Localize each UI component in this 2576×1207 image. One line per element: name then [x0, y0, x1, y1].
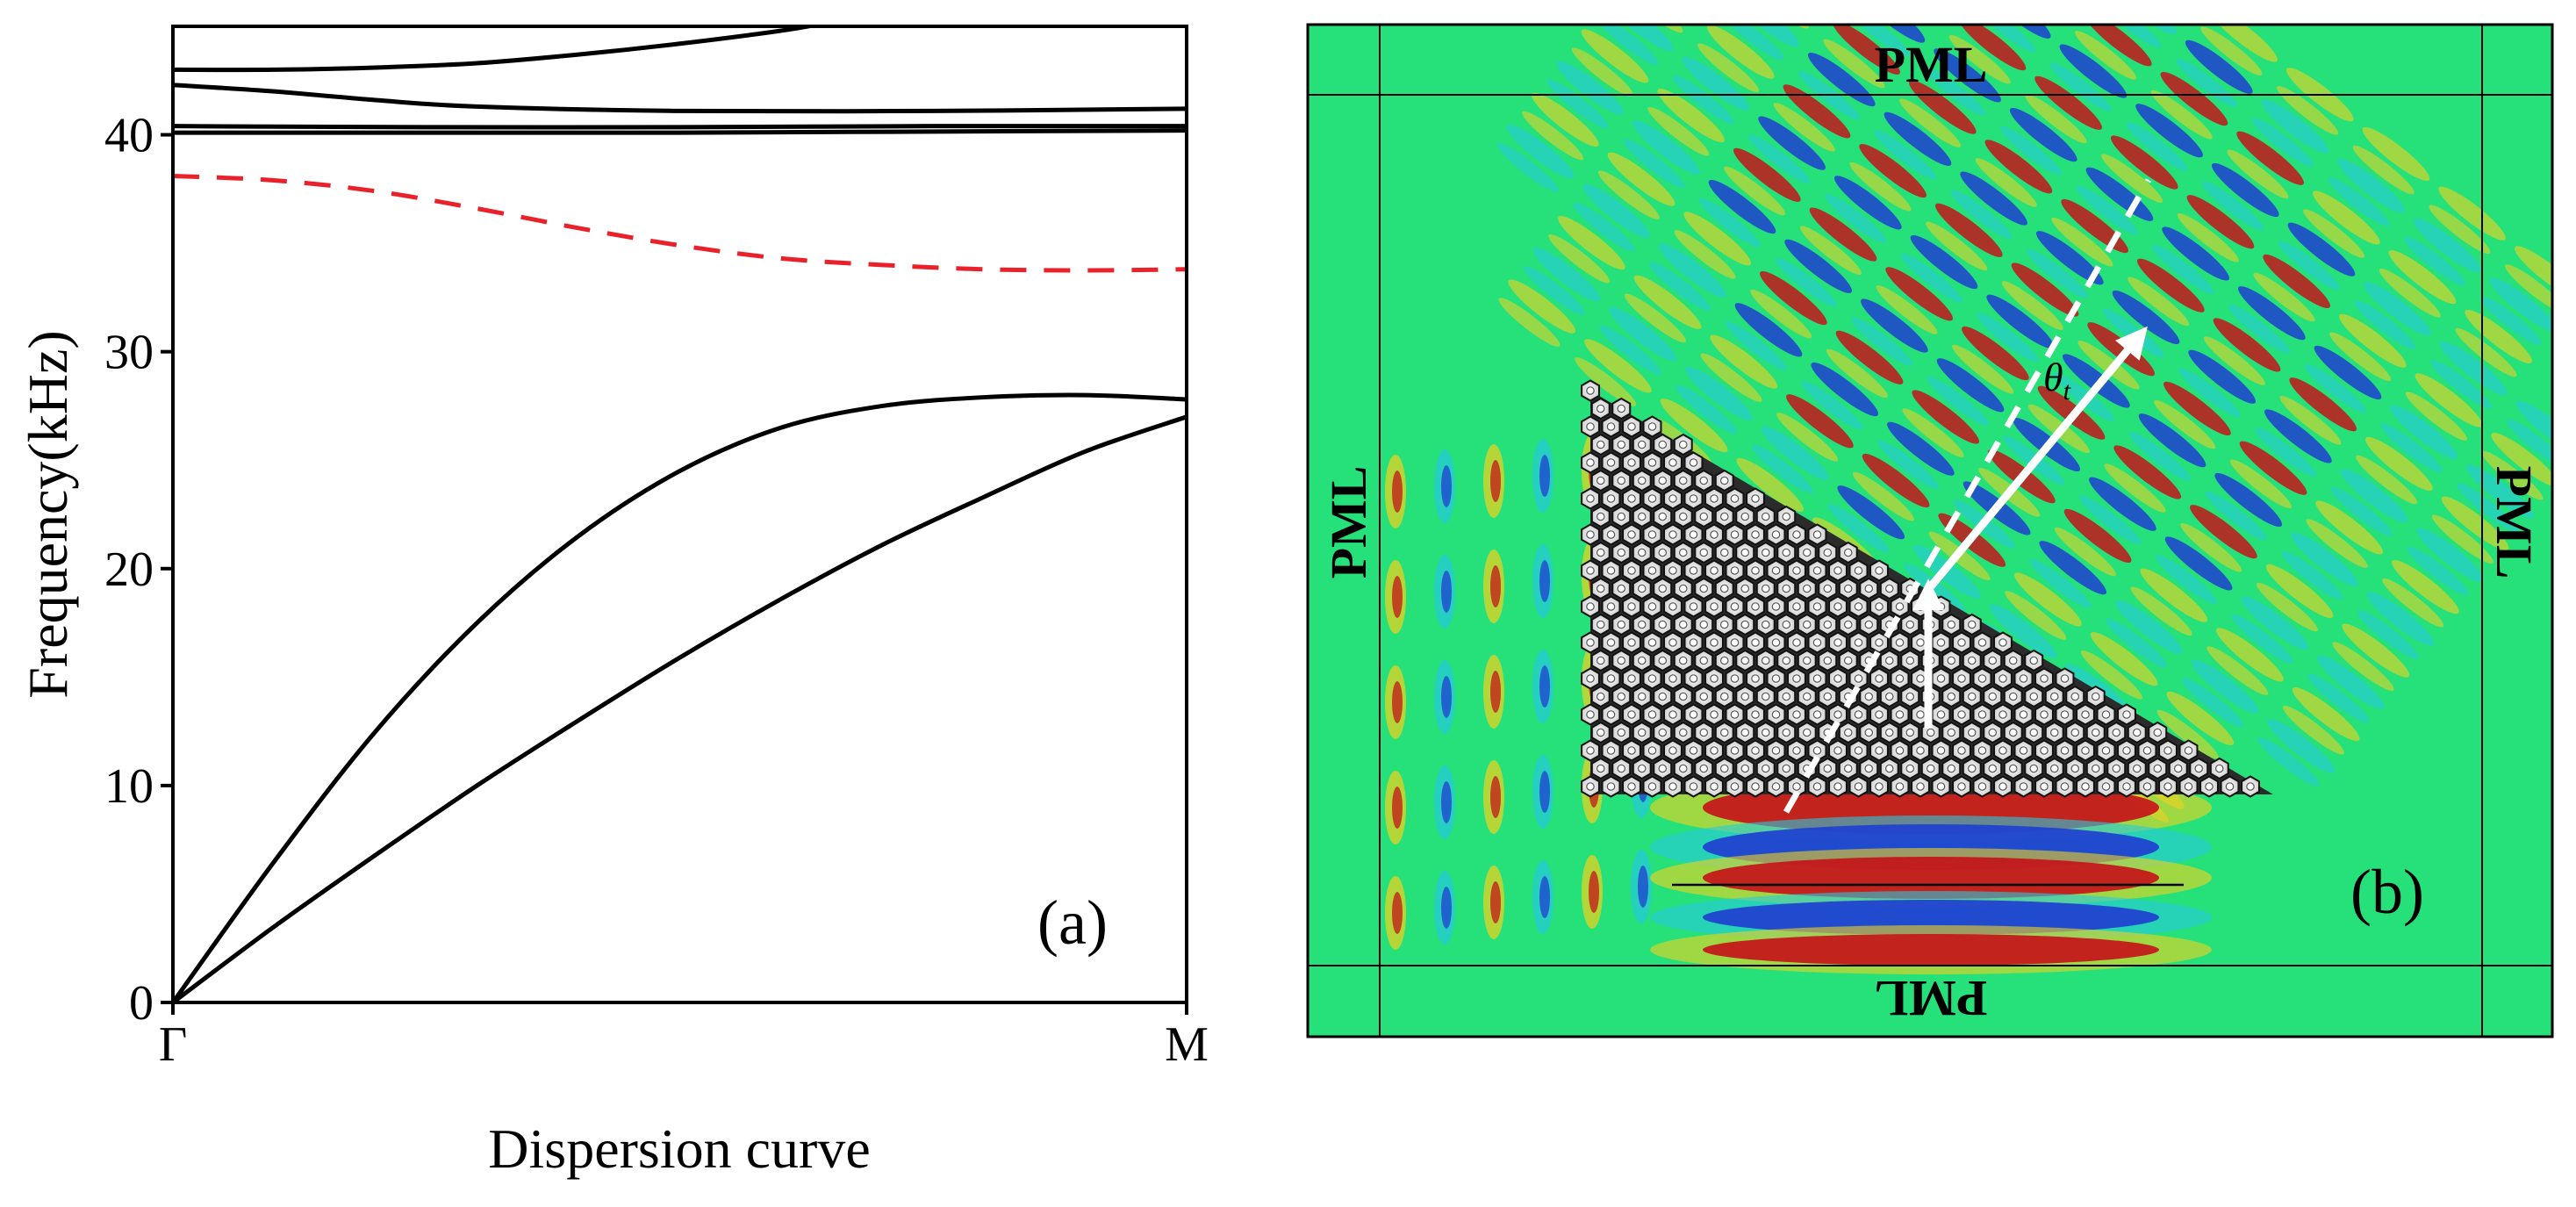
dispersion-curves: [173, 26, 1187, 1002]
y-axis-title: Frequency(kHz): [17, 330, 79, 698]
y-axis-ticks: 0 10 20 30 40: [104, 109, 173, 1031]
pml-label-bottom: PML: [1875, 970, 1988, 1027]
normal-dashed-line: [1783, 178, 2152, 814]
transmitted-wavefronts: [1496, 25, 2552, 823]
x-axis-title: Dispersion curve: [488, 1117, 870, 1180]
y-tick-label: 40: [104, 109, 154, 163]
series-line-2: [173, 392, 1187, 1002]
pml-label-left: PML: [1320, 466, 1377, 579]
series-line-6: [173, 83, 1187, 114]
y-tick-label: 10: [104, 759, 154, 814]
panel-label-a: (a): [1037, 887, 1108, 958]
pml-boundaries: [1308, 25, 2552, 1037]
x-tick-label: Γ: [159, 1017, 187, 1072]
plot-frame: [171, 25, 1188, 1004]
y-tick-label: 20: [104, 542, 154, 597]
series-line-4: [173, 128, 1187, 135]
pml-label-top: PML: [1875, 36, 1988, 93]
pml-label-right: PML: [2486, 466, 2543, 579]
incident-beam: [1650, 772, 2212, 974]
series-line-5: [173, 124, 1187, 130]
refracted-arrow: [1927, 326, 2148, 589]
series-line-3: [173, 174, 1187, 273]
panel-label-b: (b): [2350, 857, 2424, 927]
series-line-7: [173, 26, 821, 73]
y-tick-label: 0: [129, 976, 154, 1031]
field-patterns: [1385, 25, 2552, 974]
y-tick-label: 30: [104, 326, 154, 380]
x-tick-label: M: [1165, 1017, 1209, 1072]
theta-label: θt: [2043, 355, 2071, 406]
refraction-annotations: θt: [1783, 178, 2152, 814]
series-line-1: [173, 414, 1187, 1002]
wave-field-panel: θt PML PML PML PML (b): [1306, 23, 2554, 1038]
field-frame: [1306, 23, 2554, 1038]
